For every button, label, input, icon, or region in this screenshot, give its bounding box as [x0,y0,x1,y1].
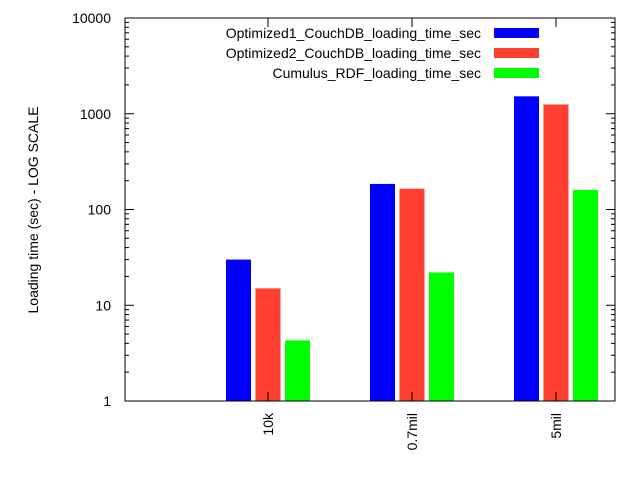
y-tick-label: 1000 [80,106,111,122]
x-tick-label: 10k [260,412,276,436]
bar [370,183,395,401]
bar [543,104,569,402]
x-tick-label: 5mil [548,413,564,439]
x-axis: 10k 0.7mil 5mil [260,18,564,450]
bars-layer [226,96,598,402]
legend-swatch [494,28,539,38]
bar [399,188,425,401]
bar [514,96,539,402]
legend-swatch [494,68,539,78]
legend-label: Cumulus_RDF_loading_time_sec [272,65,481,81]
bar [429,272,454,401]
y-tick-label: 10000 [72,10,111,26]
y-tick-label: 100 [88,202,112,218]
legend-swatch [494,48,539,58]
x-tick-label: 0.7mil [404,413,420,450]
bar [285,340,310,401]
bar [255,288,281,401]
y-axis: 1 10 100 1000 10000 [72,10,615,409]
bar [226,259,251,401]
y-axis-label: Loading time (sec) - LOG SCALE [25,107,41,314]
y-tick-label: 10 [95,297,111,313]
y-tick-label: 1 [103,393,111,409]
bar [573,189,598,401]
legend: Optimized1_CouchDB_loading_time_sec Optim… [226,25,539,81]
legend-label: Optimized1_CouchDB_loading_time_sec [226,25,481,41]
legend-label: Optimized2_CouchDB_loading_time_sec [226,45,481,61]
